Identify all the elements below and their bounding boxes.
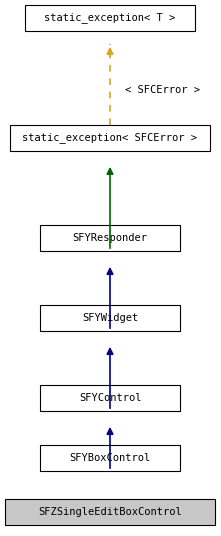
FancyBboxPatch shape xyxy=(25,5,195,31)
FancyBboxPatch shape xyxy=(5,499,215,525)
FancyBboxPatch shape xyxy=(40,305,180,331)
Text: SFYWidget: SFYWidget xyxy=(82,313,138,323)
FancyBboxPatch shape xyxy=(10,125,210,151)
Text: static_exception< SFCError >: static_exception< SFCError > xyxy=(23,132,198,144)
Text: SFYControl: SFYControl xyxy=(79,393,141,403)
FancyBboxPatch shape xyxy=(40,445,180,471)
Text: < SFCError >: < SFCError > xyxy=(125,85,200,95)
Text: SFZSingleEditBoxControl: SFZSingleEditBoxControl xyxy=(38,507,182,517)
Text: SFYBoxControl: SFYBoxControl xyxy=(69,453,151,463)
Text: SFYResponder: SFYResponder xyxy=(72,233,147,243)
FancyBboxPatch shape xyxy=(40,225,180,251)
FancyBboxPatch shape xyxy=(40,385,180,411)
Text: static_exception< T >: static_exception< T > xyxy=(44,12,176,24)
